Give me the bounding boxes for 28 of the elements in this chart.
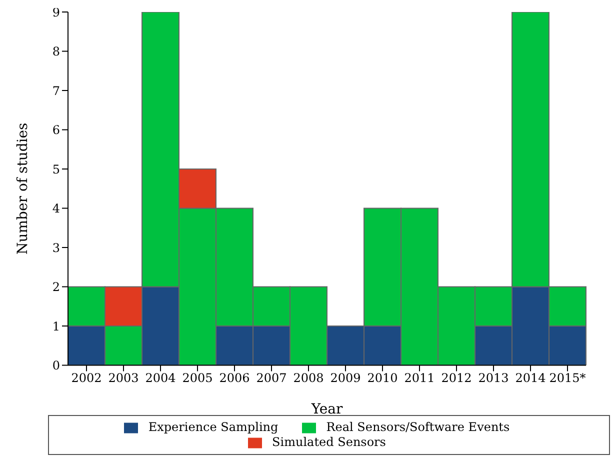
y-tick-label: 8 [52,44,60,59]
y-tick-label: 3 [52,240,60,255]
legend-label: Simulated Sensors [272,435,386,450]
x-tick-label: 2002 [71,370,102,385]
x-tick-label: 2005 [182,370,213,385]
x-tick-label: 2008 [293,370,324,385]
y-tick-label: 7 [52,84,60,98]
x-tick-label: 2004 [145,370,176,385]
x-tick-label: 2014 [515,370,546,385]
legend-label: Real Sensors/Software Events [326,420,510,434]
x-tick-label: 2006 [219,370,250,385]
x-axis-title: Year [310,401,343,418]
y-tick-label: 2 [52,280,60,294]
y-tick-label: 1 [52,319,60,334]
x-tick-label: 2011 [404,370,435,385]
y-tick-label: 5 [52,162,60,176]
x-tick-label: 2003 [108,370,139,385]
x-tick-label: 2007 [256,370,287,385]
legend-label: Experience Sampling [148,420,278,434]
y-axis-title: Number of studies [14,122,31,254]
y-tick-label: 6 [52,123,60,138]
x-tick-label: 2010 [367,370,398,385]
y-tick-label: 4 [52,202,60,216]
x-tick-label: 2013 [478,370,509,385]
x-tick-label: 2009 [330,370,361,385]
x-tick-label: 2012 [441,370,472,385]
x-tick-label: 2015* [549,370,586,385]
y-tick-label: 0 [52,358,60,373]
